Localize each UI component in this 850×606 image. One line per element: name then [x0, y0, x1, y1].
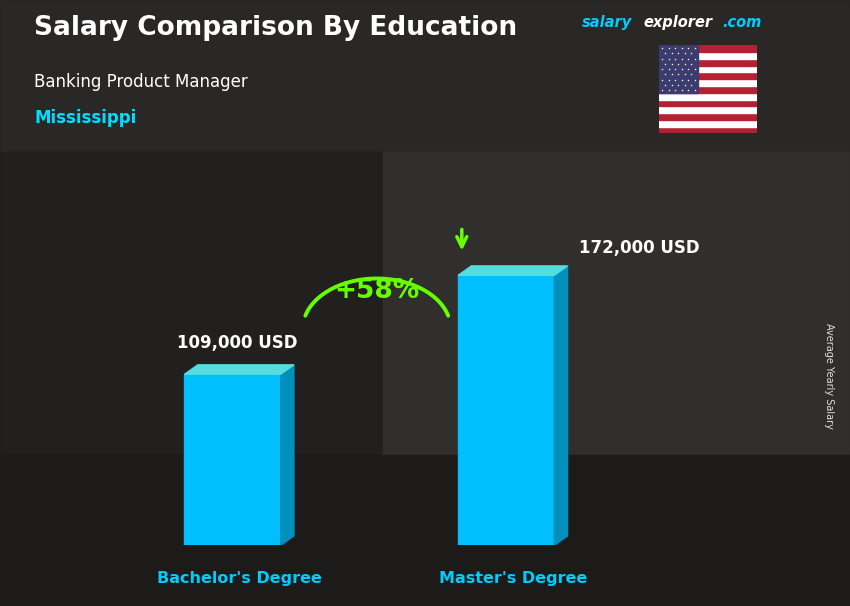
- Bar: [659, 65, 756, 73]
- Text: Bachelor's Degree: Bachelor's Degree: [156, 570, 321, 585]
- Bar: [0, 0, 850, 273]
- Polygon shape: [554, 266, 568, 545]
- Text: 109,000 USD: 109,000 USD: [177, 335, 298, 352]
- Text: Master's Degree: Master's Degree: [439, 570, 587, 585]
- Bar: [659, 106, 756, 113]
- Bar: [458, 275, 554, 545]
- Bar: [0, 152, 382, 454]
- Bar: [659, 45, 756, 52]
- Polygon shape: [280, 365, 294, 545]
- Bar: [659, 73, 756, 79]
- Bar: [184, 375, 280, 545]
- Bar: [659, 113, 756, 120]
- Polygon shape: [458, 266, 568, 275]
- Bar: [659, 52, 756, 59]
- Text: explorer: explorer: [643, 15, 712, 30]
- Polygon shape: [184, 365, 294, 375]
- Bar: [659, 79, 756, 86]
- Text: salary: salary: [582, 15, 632, 30]
- Bar: [0, 454, 850, 606]
- Text: +58%: +58%: [334, 278, 419, 304]
- Text: Banking Product Manager: Banking Product Manager: [34, 73, 247, 91]
- Bar: [382, 152, 850, 454]
- Bar: [659, 86, 756, 93]
- Text: Salary Comparison By Education: Salary Comparison By Education: [34, 15, 517, 41]
- Text: .com: .com: [722, 15, 762, 30]
- Text: Average Yearly Salary: Average Yearly Salary: [824, 323, 834, 428]
- Text: 172,000 USD: 172,000 USD: [579, 239, 700, 256]
- Bar: [659, 59, 756, 65]
- Bar: [659, 120, 756, 127]
- Bar: [659, 93, 756, 99]
- Bar: [659, 99, 756, 106]
- Text: Mississippi: Mississippi: [34, 109, 136, 127]
- Bar: [659, 45, 698, 93]
- Bar: [659, 127, 756, 133]
